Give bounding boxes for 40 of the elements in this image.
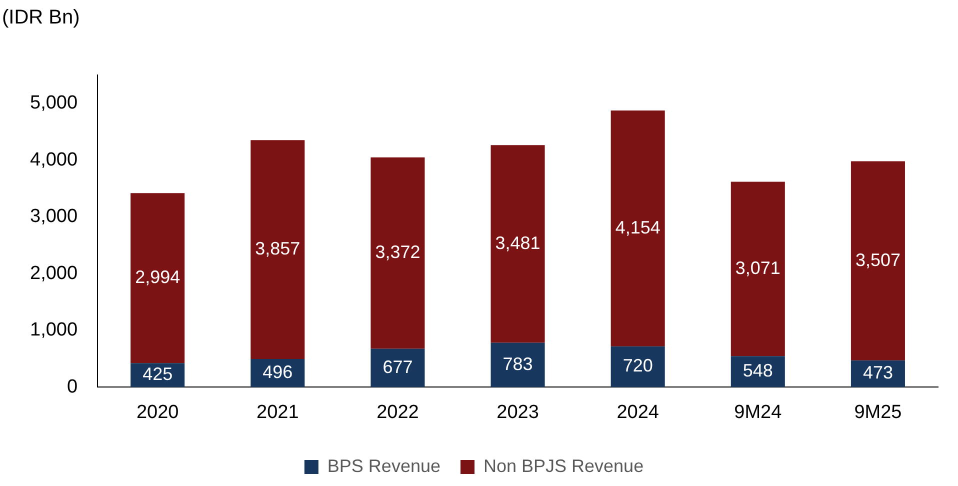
bar (250, 140, 305, 360)
x-tick-label: 9M25 (854, 402, 902, 423)
y-tick-label: 0 (66, 376, 78, 398)
data-label: 425 (142, 364, 173, 384)
data-label: 496 (262, 362, 293, 382)
bar (850, 161, 905, 360)
data-label: 3,857 (255, 238, 300, 259)
data-label: 720 (622, 356, 653, 376)
data-label: 677 (382, 356, 413, 377)
y-tick-label: 4,000 (30, 149, 78, 170)
y-tick-label: 2,000 (30, 262, 78, 284)
data-label: 473 (862, 362, 893, 383)
x-tick-label: 2020 (136, 402, 179, 423)
x-tick-label: 2022 (376, 402, 419, 423)
data-label: 3,507 (855, 250, 900, 270)
bar (610, 346, 665, 388)
y-axis-title: (IDR Bn) (2, 6, 80, 29)
legend-label: BPS Revenue (327, 456, 440, 476)
x-tick-label: 2021 (256, 402, 299, 423)
x-tick-label: 2024 (616, 402, 660, 423)
x-tick-label: 2023 (496, 402, 539, 423)
data-label: 3,372 (375, 242, 420, 262)
data-label: 548 (742, 360, 773, 381)
y-tick-label: 1,000 (30, 320, 78, 341)
data-label: 4,154 (615, 217, 660, 238)
data-label: 3,071 (735, 258, 780, 278)
y-tick-label: 5,000 (30, 92, 78, 114)
legend-label: Non BPJS Revenue (483, 456, 644, 476)
y-tick-label: 3,000 (30, 206, 78, 228)
bar (370, 348, 425, 388)
data-label: 783 (502, 354, 533, 374)
bar (610, 110, 665, 346)
x-tick-label: 9M24 (734, 402, 782, 423)
data-label: 3,481 (495, 232, 540, 253)
bar (490, 145, 545, 343)
bar (490, 342, 545, 388)
data-label: 2,994 (135, 267, 180, 288)
bar (370, 157, 425, 349)
bar (730, 182, 785, 356)
bar (130, 193, 185, 364)
